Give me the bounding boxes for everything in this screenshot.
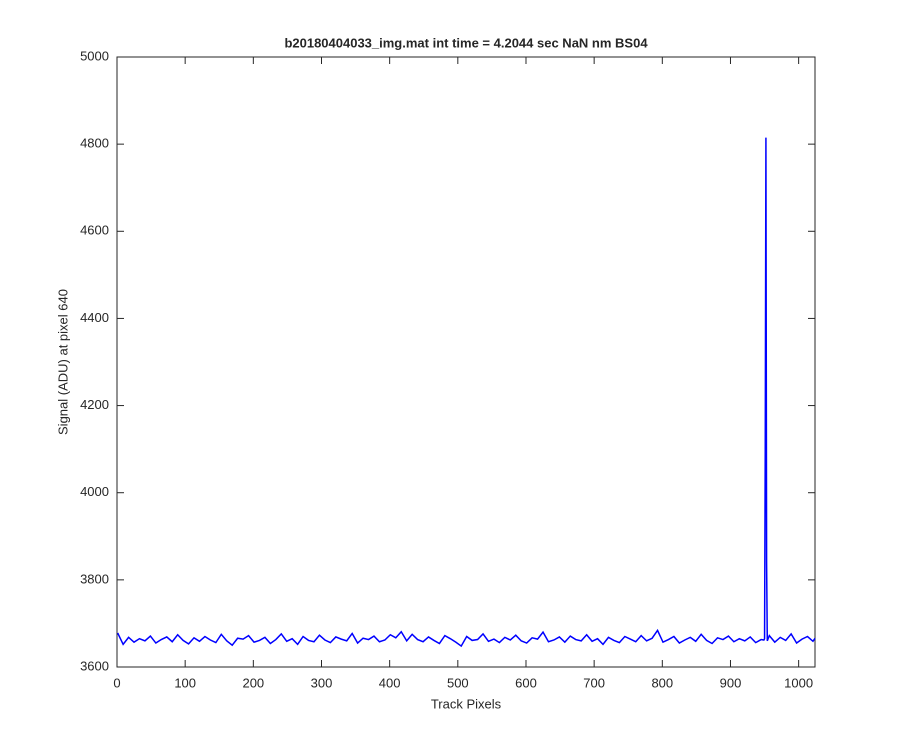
y-tick-label: 5000 bbox=[80, 48, 109, 63]
chart-title: b20180404033_img.mat int time = 4.2044 s… bbox=[284, 35, 648, 50]
y-tick-label: 4000 bbox=[80, 484, 109, 499]
y-tick-label: 4600 bbox=[80, 223, 109, 238]
x-tick-label: 1000 bbox=[784, 675, 813, 690]
y-tick-label: 4800 bbox=[80, 136, 109, 151]
x-tick-label: 900 bbox=[720, 675, 742, 690]
y-tick-label: 3600 bbox=[80, 658, 109, 673]
plot-area bbox=[116, 56, 816, 668]
x-tick-label: 500 bbox=[447, 675, 469, 690]
y-axis-label: Signal (ADU) at pixel 640 bbox=[55, 289, 70, 435]
x-tick-label: 100 bbox=[174, 675, 196, 690]
x-tick-label: 300 bbox=[311, 675, 333, 690]
y-tick-label: 3800 bbox=[80, 571, 109, 586]
x-axis-label: Track Pixels bbox=[431, 696, 502, 711]
y-tick-label: 4400 bbox=[80, 310, 109, 325]
data-line bbox=[117, 137, 816, 648]
x-tick-label: 700 bbox=[583, 675, 605, 690]
x-tick-label: 600 bbox=[515, 675, 537, 690]
x-tick-label: 800 bbox=[651, 675, 673, 690]
x-tick-label: 400 bbox=[379, 675, 401, 690]
y-tick-label: 4200 bbox=[80, 397, 109, 412]
x-tick-label: 0 bbox=[113, 675, 120, 690]
x-tick-label: 200 bbox=[242, 675, 264, 690]
